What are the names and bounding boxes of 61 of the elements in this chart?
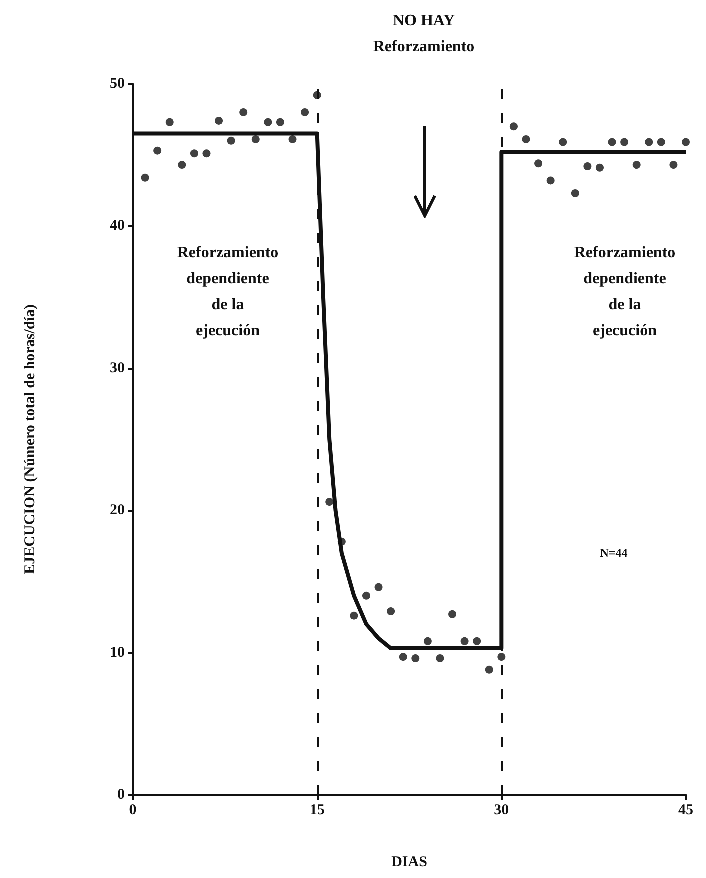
point [412, 654, 420, 662]
point [620, 138, 629, 146]
point [276, 118, 284, 126]
y-tick-label: 20 [110, 502, 125, 519]
point [559, 138, 568, 146]
point [448, 610, 457, 618]
point [485, 666, 494, 674]
point [645, 138, 654, 146]
annotation: Reforzamiento dependiente de la ejecución [574, 244, 676, 340]
point [252, 135, 260, 144]
point [178, 161, 186, 170]
y-tick-label: 0 [118, 787, 125, 803]
y-tick-label: 10 [110, 644, 125, 661]
point [473, 637, 482, 646]
point [670, 161, 678, 170]
point [534, 160, 543, 168]
point [227, 136, 236, 145]
point [460, 637, 469, 646]
point [154, 146, 162, 155]
point [350, 612, 358, 620]
point [288, 135, 297, 144]
point [436, 654, 444, 662]
x-tick-label: 0 [129, 802, 137, 818]
point [657, 138, 666, 146]
point [424, 637, 432, 646]
point [240, 108, 248, 116]
point [338, 538, 346, 546]
point [301, 108, 310, 116]
y-tick-label: 30 [110, 360, 125, 376]
point [399, 653, 408, 662]
point [510, 122, 518, 131]
point [584, 162, 592, 170]
point [522, 135, 530, 144]
point [190, 150, 198, 158]
annotation: Reforzamiento dependiente de la ejecución [177, 244, 279, 340]
point [141, 174, 150, 182]
point [498, 653, 506, 662]
point [166, 118, 174, 126]
y-tick-label: 40 [110, 218, 125, 234]
point [608, 138, 616, 146]
point [387, 608, 396, 616]
x-tick-label: 30 [494, 802, 510, 818]
x-tick-label: 45 [678, 802, 694, 818]
point [326, 498, 334, 506]
point [362, 592, 370, 600]
x-tick-label: 15 [310, 802, 325, 818]
point [264, 118, 272, 126]
point [546, 176, 555, 185]
y-tick-label: 50 [110, 76, 125, 92]
point [682, 138, 690, 146]
text: NO HAY Reforzamiento [373, 12, 475, 56]
y-axis-title: EJECUCION (Número total de horas/día) [22, 304, 38, 574]
point [313, 91, 322, 100]
point [215, 116, 224, 125]
point [202, 150, 211, 158]
x-axis-title: DIAS [392, 854, 428, 870]
point [632, 161, 641, 170]
annotation: N=44 [600, 546, 628, 560]
point [374, 583, 383, 592]
point [571, 189, 580, 198]
point [596, 164, 604, 172]
